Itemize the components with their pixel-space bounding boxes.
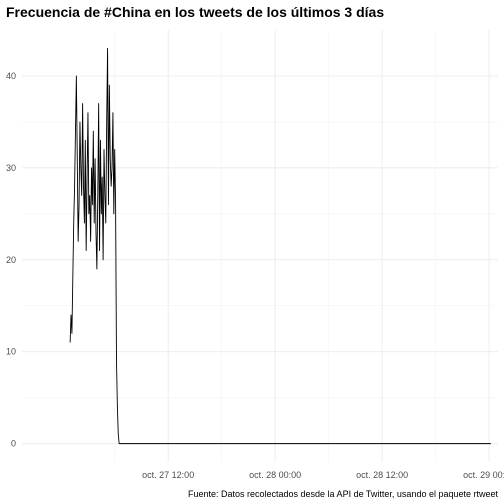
series-line <box>69 47 491 445</box>
y-axis-tick-labels: 0 10 20 30 40 <box>6 71 16 449</box>
chart-caption: Fuente: Datos recolectados desde la API … <box>188 489 499 499</box>
chart-title: Frecuencia de #China en los tweets de lo… <box>6 4 384 20</box>
plot-grid <box>22 30 498 462</box>
y-tick-label: 20 <box>6 255 16 265</box>
x-tick-label: oct. 28 00:00 <box>249 470 301 480</box>
x-axis-tick-labels: oct. 27 12:00 oct. 28 00:00 oct. 28 12:00 o… <box>142 470 504 480</box>
y-tick-label: 10 <box>6 347 16 357</box>
series-layer <box>69 47 491 445</box>
x-tick-label: oct. 27 12:00 <box>142 470 194 480</box>
x-tick-label: oct. 29 00:00 <box>463 470 504 480</box>
y-tick-label: 0 <box>11 439 16 449</box>
y-tick-label: 30 <box>6 163 16 173</box>
x-tick-label: oct. 28 12:00 <box>356 470 408 480</box>
y-tick-label: 40 <box>6 71 16 81</box>
